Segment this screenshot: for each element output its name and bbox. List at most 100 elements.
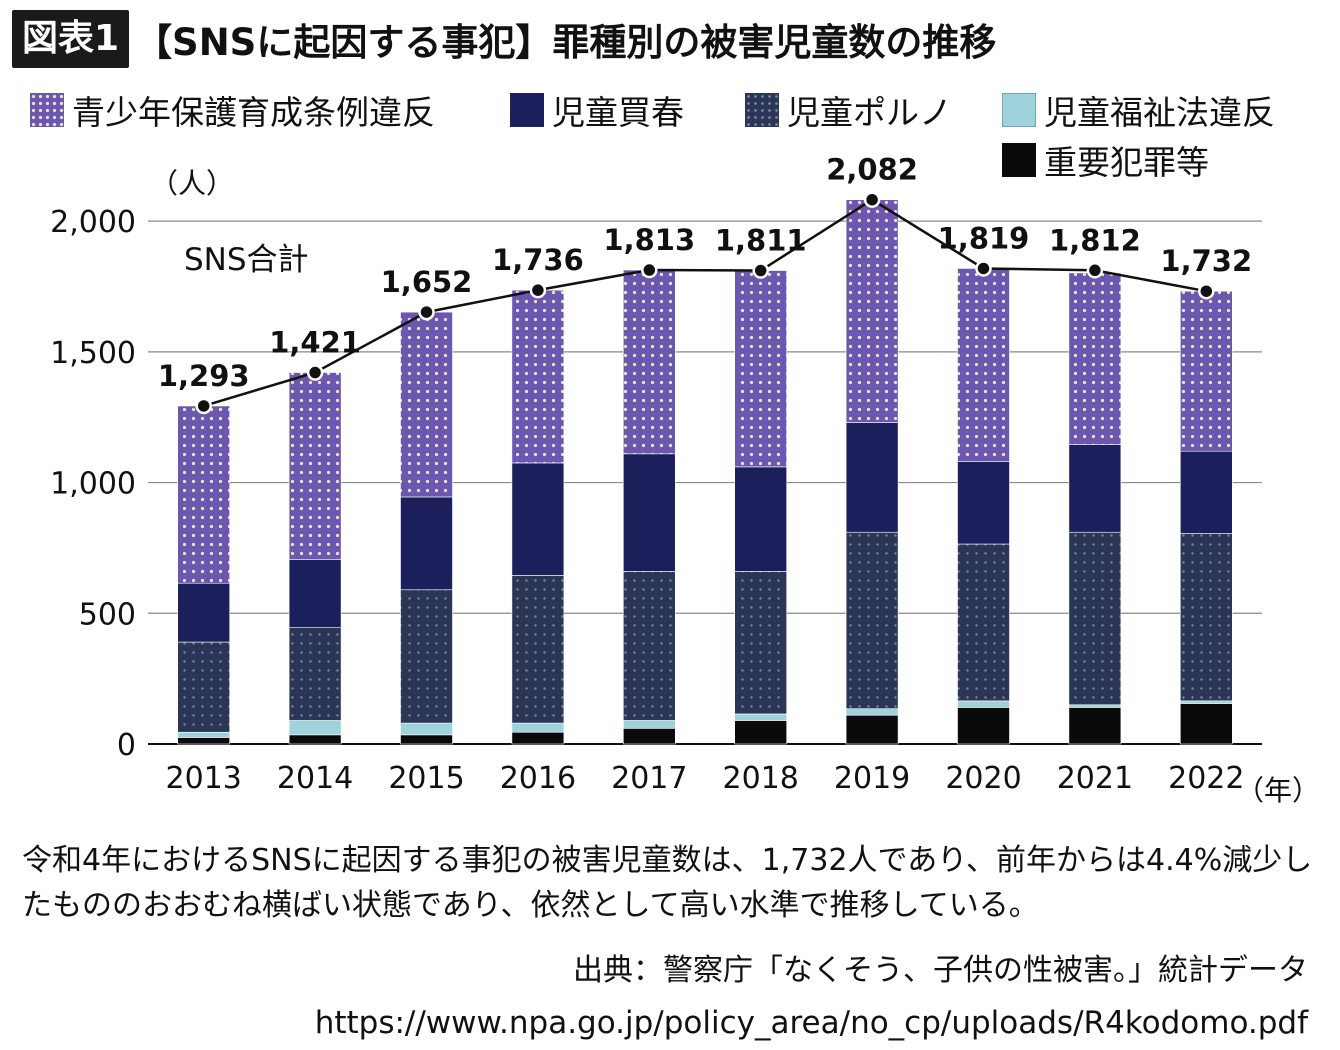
total-line-path: [203, 198, 1207, 408]
legend-label-child-prostitution: 児童買春: [552, 93, 684, 132]
bar-segment-child-prostitution: [734, 466, 788, 572]
bar-segment-child-prostitution: [622, 453, 676, 572]
total-line-point: [529, 281, 547, 299]
bar-segment-major-crimes: [177, 737, 230, 745]
y-unit-label: （人）: [150, 167, 234, 200]
bar-segment-child-welfare: [734, 713, 788, 721]
bar-segment-child-prostitution: [177, 582, 230, 643]
bar-segment-child-welfare: [1068, 704, 1122, 708]
y-tick-label: 500: [79, 597, 136, 632]
source: 出典：警察庁「なくそう、子供の性被害。」統計データ https://www.np…: [315, 945, 1308, 1049]
total-line-point: [1198, 282, 1215, 300]
x-tick-label: 2013: [166, 761, 242, 796]
legend-swatch-child-pornography: [745, 93, 779, 127]
chart-header: 図表1 【SNSに起因する事犯】罪種別の被害児童数の推移: [12, 8, 996, 70]
bar-segment-major-crimes: [288, 734, 342, 745]
y-tick-label: 0: [117, 728, 136, 763]
data-label: 1,812: [1049, 223, 1141, 257]
total-line-name: SNS合計: [184, 242, 309, 278]
legend-item-major-crimes: 重要犯罪等: [1002, 138, 1209, 182]
total-line: [195, 191, 1215, 415]
bar-segment-child-welfare: [288, 720, 342, 736]
bar-segment-major-crimes: [622, 728, 676, 745]
bar-segment-juvenile-ordinance: [845, 199, 899, 423]
bar-segment-juvenile-ordinance: [622, 269, 676, 455]
bar-segment-child-welfare: [1180, 700, 1233, 704]
legend-swatch-child-welfare: [1002, 93, 1036, 127]
bar-segment-juvenile-ordinance: [400, 311, 453, 498]
total-line-point: [418, 303, 435, 321]
source-url[interactable]: https://www.npa.go.jp/policy_area/no_cp/…: [314, 1005, 1308, 1041]
description-text: 令和4年におけるSNSに起因する事犯の被害児童数は、1,732人であり、前年から…: [22, 843, 1313, 923]
legend-label-child-welfare: 児童福祉法違反: [1044, 93, 1275, 132]
bar-segment-child-prostitution: [1180, 450, 1233, 534]
bar-segment-child-welfare: [622, 720, 676, 729]
legend-item-child-prostitution: 児童買春: [510, 88, 684, 132]
bar-segment-juvenile-ordinance: [957, 268, 1010, 462]
x-tick-label: 2015: [388, 761, 464, 796]
data-label: 1,819: [938, 221, 1030, 255]
legend-label-major-crimes: 重要犯罪等: [1044, 143, 1209, 182]
x-tick-label: 2016: [500, 761, 576, 796]
legend-swatch-juvenile-ordinance: [30, 93, 64, 127]
bars: [177, 199, 1233, 745]
x-tick-label: 2022: [1168, 761, 1244, 796]
total-line-point: [752, 262, 769, 279]
data-label: 1,652: [381, 265, 473, 299]
bar-segment-juvenile-ordinance: [177, 405, 230, 584]
figure-badge: 図表1: [12, 10, 130, 68]
bar-segment-child-pornography: [288, 627, 342, 721]
bar-segment-child-pornography: [734, 571, 788, 715]
axis-labels: 0 500 1,000 1,500 2,000 （人） （年） 2013 2014 2015 201…: [50, 153, 1320, 807]
x-tick-label: 2020: [945, 761, 1021, 796]
bar-segment-juvenile-ordinance: [734, 270, 788, 468]
bar-segment-juvenile-ordinance: [1180, 290, 1233, 452]
bar-segment-major-crimes: [1180, 703, 1233, 745]
chart-title: 【SNSに起因する事犯】罪種別の被害児童数の推移: [135, 21, 997, 64]
total-line-point: [975, 260, 992, 277]
total-line-point: [1086, 262, 1104, 279]
bar-segment-child-pornography: [845, 531, 899, 710]
legend-swatch-child-prostitution: [510, 93, 544, 127]
legend-label-child-pornography: 児童ポルノ: [787, 93, 952, 132]
bar-segment-child-welfare: [957, 700, 1010, 708]
bar-segment-child-pornography: [957, 543, 1010, 702]
bar-segment-child-prostitution: [511, 462, 565, 576]
bar-segment-child-prostitution: [288, 559, 342, 628]
bar-segment-major-crimes: [511, 731, 565, 745]
x-tick-label: 2021: [1057, 761, 1133, 796]
data-label: 1,736: [492, 243, 584, 277]
y-tick-label: 1,000: [50, 467, 136, 502]
bar-segment-juvenile-ordinance: [511, 289, 565, 464]
bar-segment-child-pornography: [1180, 533, 1233, 702]
bar-segment-child-prostitution: [957, 461, 1010, 545]
total-line-point: [641, 261, 658, 279]
bar-segment-major-crimes: [1068, 707, 1122, 745]
legend-swatch-major-crimes: [1002, 143, 1036, 177]
bar-segment-juvenile-ordinance: [288, 372, 342, 560]
x-tick-label: 2018: [723, 761, 799, 796]
total-line-point: [306, 364, 324, 381]
bar-segment-child-welfare: [177, 731, 230, 738]
x-unit-label: （年）: [1236, 774, 1320, 807]
total-line-point: [863, 191, 881, 208]
bar-segment-child-pornography: [1068, 531, 1122, 706]
legend-item-juvenile-ordinance: 青少年保護育成条例違反: [30, 88, 435, 132]
bar-segment-child-welfare: [511, 722, 565, 733]
y-tick-label: 2,000: [50, 205, 136, 240]
data-label: 1,293: [158, 359, 250, 393]
data-label: 1,421: [269, 326, 361, 360]
bar-segment-child-pornography: [177, 641, 230, 733]
source-label: 出典：警察庁「なくそう、子供の性被害。」統計データ: [573, 953, 1308, 988]
bar-segment-child-prostitution: [845, 422, 899, 533]
y-tick-label: 1,500: [50, 336, 136, 371]
bar-segment-major-crimes: [400, 734, 453, 745]
stacked-bar-chart: 0 500 1,000 1,500 2,000 （人） （年） 2013 2014 2015 201…: [50, 153, 1320, 807]
bar-segment-major-crimes: [734, 720, 788, 745]
data-label: 1,813: [603, 223, 695, 257]
data-label: 1,732: [1160, 244, 1252, 278]
bar-segment-child-welfare: [400, 722, 453, 736]
x-tick-label: 2017: [611, 761, 687, 796]
x-tick-label: 2019: [834, 761, 910, 796]
bar-segment-child-welfare: [845, 708, 899, 716]
